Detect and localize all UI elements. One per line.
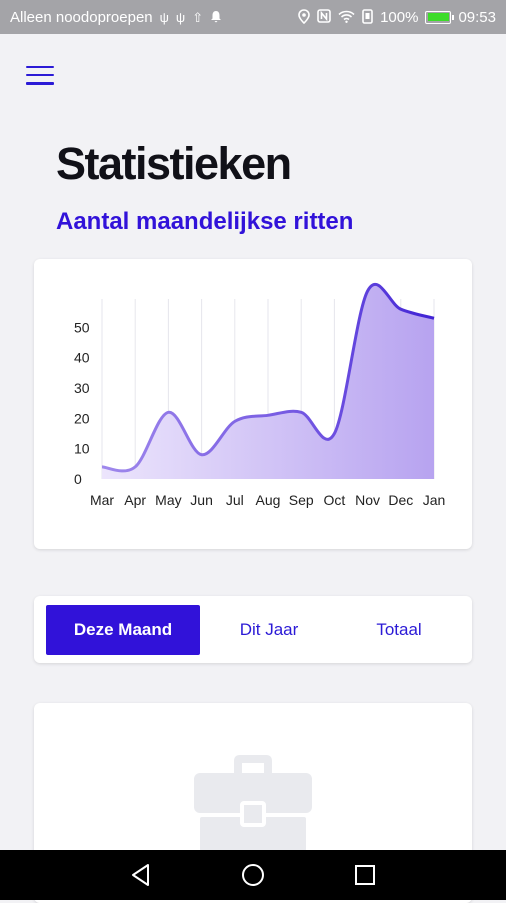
- recent-apps-icon[interactable]: [352, 862, 378, 888]
- upload-icon: ⇧: [192, 9, 204, 25]
- briefcase-icon: [194, 751, 312, 856]
- bell-icon: [210, 10, 222, 25]
- usb-icon: ψ: [159, 9, 169, 25]
- section-title: Aantal maandelijkse ritten: [56, 208, 354, 235]
- status-bar: Alleen noodoproepen ψ ψ ⇧ 100% 09:53: [0, 0, 506, 34]
- x-tick-label: Jul: [226, 492, 244, 508]
- x-tick-label: Oct: [324, 492, 346, 508]
- monthly-rides-chart: 0 10 20 30 40 50 Mar Apr May Jun Jul Aug Sep Oct Nov D…: [74, 282, 446, 508]
- carrier-text: Alleen noodoproepen: [10, 8, 153, 26]
- battery-percent: 100%: [380, 8, 419, 26]
- nfc-icon: [317, 9, 331, 25]
- tab-deze-maand[interactable]: Deze Maand: [46, 605, 200, 655]
- x-tick-label: Jan: [423, 492, 446, 508]
- chart-area: [102, 284, 434, 479]
- wifi-icon: [338, 10, 355, 25]
- back-icon[interactable]: [128, 862, 154, 888]
- y-tick-label: 10: [74, 441, 90, 457]
- y-tick-label: 0: [74, 471, 82, 487]
- x-tick-label: Mar: [90, 492, 114, 508]
- y-tick-label: 30: [74, 380, 90, 396]
- y-tick-label: 40: [74, 350, 90, 366]
- battery-icon: [425, 10, 455, 24]
- page-title: Statistieken: [56, 138, 292, 189]
- x-tick-label: Sep: [289, 492, 314, 508]
- menu-bar: [26, 82, 54, 85]
- menu-bar: [26, 65, 54, 68]
- clock: 09:53: [458, 8, 496, 26]
- x-tick-label: Jun: [190, 492, 213, 508]
- status-bar-right: 100% 09:53: [298, 9, 496, 26]
- status-bar-left: Alleen noodoproepen ψ ψ ⇧: [10, 9, 222, 26]
- x-tick-label: Aug: [256, 492, 281, 508]
- chart-card: 0 10 20 30 40 50 Mar Apr May Jun Jul Aug Sep Oct Nov D…: [34, 259, 472, 549]
- tab-totaal[interactable]: Totaal: [376, 620, 422, 639]
- battery-fill: [427, 13, 449, 21]
- x-tick-label: Nov: [355, 492, 380, 508]
- x-tick-label: Dec: [388, 492, 413, 508]
- tab-dit-jaar[interactable]: Dit Jaar: [239, 620, 299, 639]
- menu-bar: [26, 73, 54, 77]
- location-icon: [298, 8, 310, 26]
- home-icon[interactable]: [240, 862, 266, 888]
- usb-icon: ψ: [175, 9, 186, 25]
- y-tick-label: 50: [74, 319, 90, 335]
- chart-line: [101, 282, 435, 473]
- system-nav-bar: [0, 850, 506, 900]
- period-tabs: Deze Maand Dit Jaar Totaal: [34, 596, 472, 663]
- hamburger-menu-icon[interactable]: [26, 64, 54, 86]
- y-tick-label: 20: [74, 410, 90, 426]
- x-tick-label: May: [155, 492, 181, 508]
- x-tick-label: Apr: [124, 492, 146, 508]
- vibrate-icon: [362, 8, 373, 26]
